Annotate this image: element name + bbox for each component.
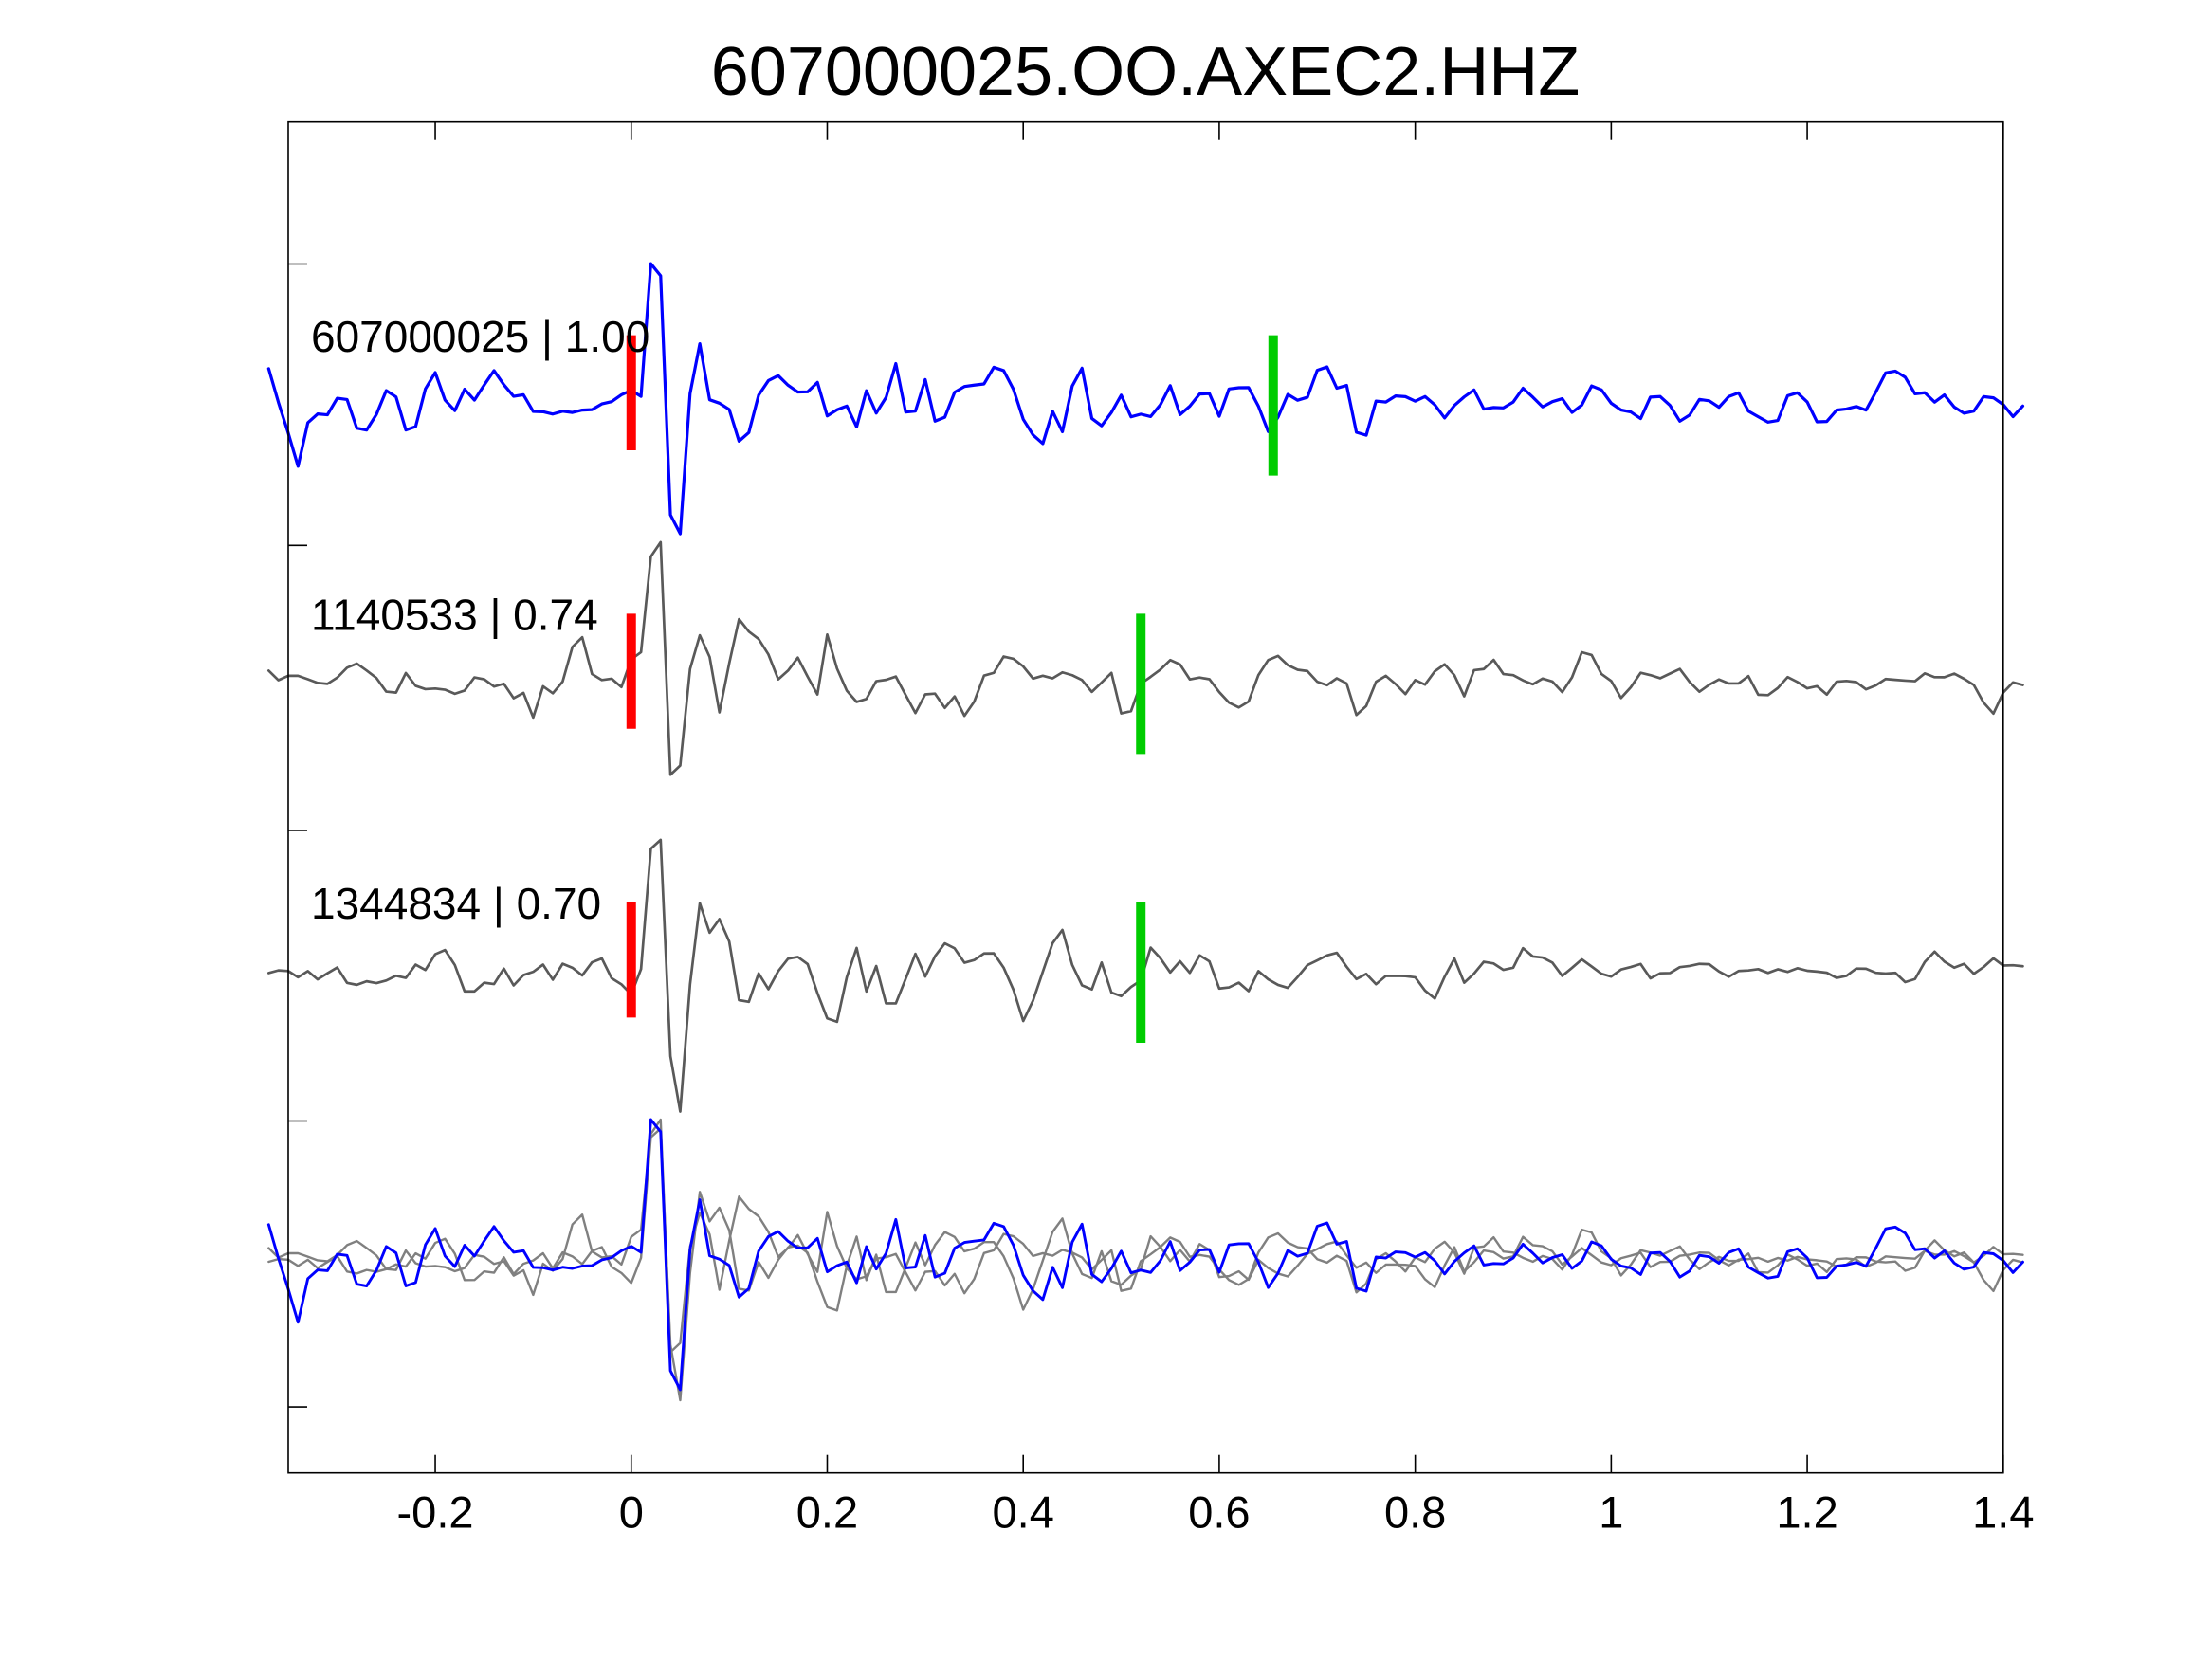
svg-text:0.4: 0.4 (993, 1487, 1054, 1538)
svg-text:1.2: 1.2 (1776, 1487, 1837, 1538)
svg-text:607000025 | 1.00: 607000025 | 1.00 (311, 312, 649, 361)
svg-text:607000025.OO.AXEC2.HHZ: 607000025.OO.AXEC2.HHZ (711, 34, 1581, 110)
svg-text:-0.2: -0.2 (397, 1487, 474, 1538)
svg-text:1: 1 (1599, 1487, 1623, 1538)
svg-text:1344834 | 0.70: 1344834 | 0.70 (311, 879, 601, 928)
svg-text:0.6: 0.6 (1188, 1487, 1250, 1538)
svg-text:0.2: 0.2 (796, 1487, 858, 1538)
svg-text:1140533 | 0.74: 1140533 | 0.74 (311, 591, 598, 640)
svg-text:0: 0 (619, 1487, 644, 1538)
svg-text:1.4: 1.4 (1972, 1487, 2034, 1538)
svg-text:0.8: 0.8 (1384, 1487, 1446, 1538)
